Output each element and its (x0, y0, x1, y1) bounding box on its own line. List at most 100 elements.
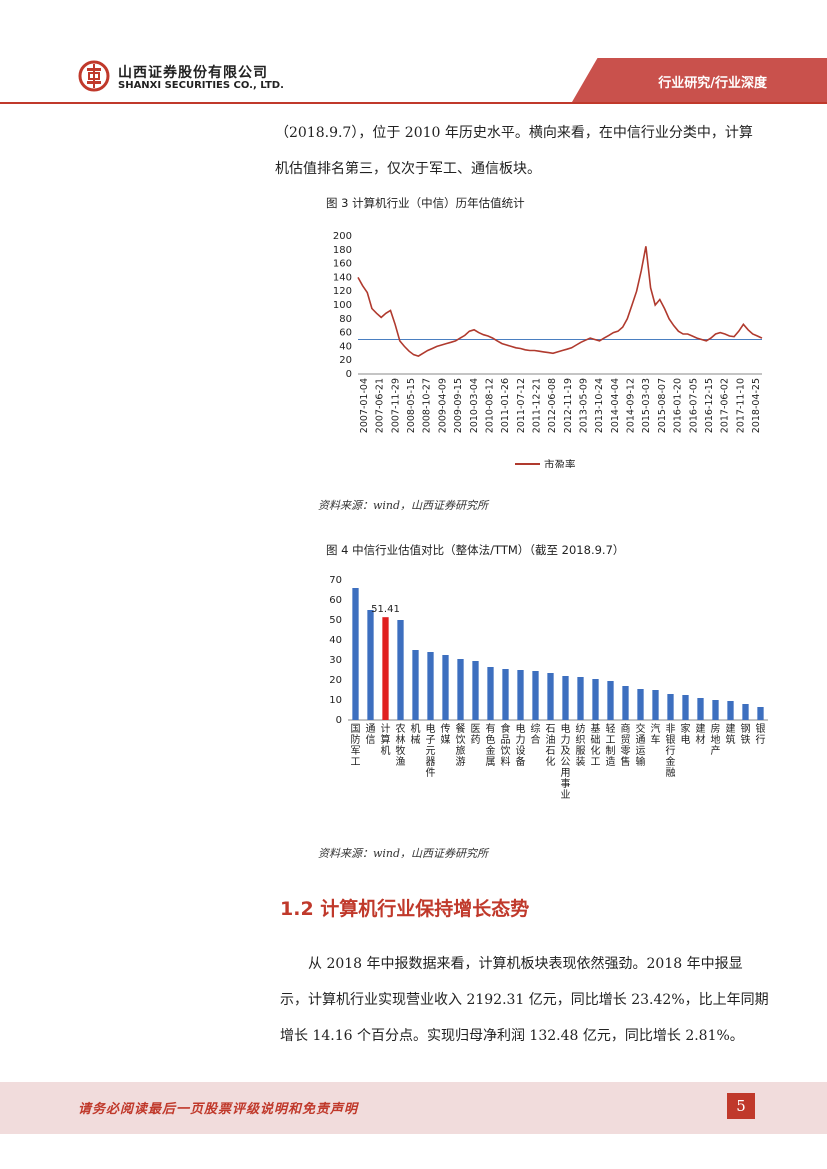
y-tick-label: 20 (329, 675, 342, 686)
x-tick-label: 2010-08-12 (484, 378, 495, 433)
category-label-char: 药 (471, 734, 481, 746)
category-label-char: 信 (366, 734, 376, 746)
data-label-computer: 51.41 (371, 604, 400, 615)
category-label-char: 输 (636, 755, 646, 768)
legend-label-pe: 市盈率 (544, 458, 576, 468)
company-logo-icon (78, 60, 110, 92)
bar-2 (382, 617, 389, 720)
y-tick-label: 200 (333, 231, 352, 242)
category-label-char: 织 (576, 734, 586, 746)
paragraph-intro: （2018.9.7），位于 2010 年历史水平。横向来看，在中信行业分类中，计… (275, 125, 753, 177)
bar-9 (487, 667, 494, 720)
bar-24 (712, 700, 719, 720)
x-tick-label: 2007-06-21 (375, 378, 386, 433)
x-tick-label: 2007-01-04 (359, 378, 370, 433)
y-tick-label: 20 (339, 355, 352, 366)
x-tick-label: 2011-07-12 (516, 378, 527, 433)
bar-22 (682, 695, 689, 720)
bar-13 (547, 673, 554, 720)
y-tick-label: 120 (333, 286, 352, 297)
y-tick-label: 50 (329, 615, 342, 626)
category-label-char: 传 (441, 723, 451, 735)
figure4-title: 图 4 中信行业估值对比（整体法/TTM）（截至 2018.9.7） (326, 543, 625, 557)
y-tick-label: 100 (333, 300, 352, 311)
category-label-char: 品 (501, 734, 511, 746)
y-tick-label: 140 (333, 272, 352, 283)
category-label-char: 家 (681, 722, 691, 735)
x-tick-label: 2015-03-03 (641, 378, 652, 433)
category-label-char: 机 (411, 722, 421, 735)
company-name-cn: 山西证券股份有限公司 (118, 65, 268, 81)
category-label-char: 行 (666, 744, 676, 757)
category-label-char: 银 (756, 722, 766, 735)
x-tick-label: 2017-06-02 (720, 378, 731, 433)
bar-11 (517, 670, 524, 720)
y-tick-label: 40 (339, 341, 352, 352)
x-tick-label: 2013-10-24 (594, 378, 605, 433)
category-label-char: 军 (351, 745, 361, 757)
y-tick-label: 40 (329, 635, 342, 646)
x-tick-label: 2007-11-29 (390, 378, 401, 433)
footer-disclaimer: 请务必阅读最后一页股票评级说明和免责声明 (78, 1102, 359, 1117)
category-label-char: 器 (426, 756, 436, 768)
bar-5 (427, 652, 434, 720)
category-label-char: 械 (411, 733, 421, 746)
category-label-char: 铁 (741, 733, 751, 746)
bar-3 (397, 620, 404, 720)
category-label-char: 设 (516, 745, 526, 757)
figure3-source: 资料来源：wind，山西证券研究所 (318, 499, 489, 512)
category-label-char: 有 (486, 722, 496, 735)
bar-10 (502, 669, 509, 720)
category-label-char: 商 (621, 722, 631, 735)
industry-pe-bar-chart: 010203040506070国防军工通信计算机农林牧渔机械电子元器件传媒餐饮旅… (329, 575, 768, 801)
category-label-char: 防 (351, 733, 361, 746)
category-label-char: 贸 (621, 734, 631, 746)
x-tick-label: 2009-04-09 (437, 378, 448, 433)
x-tick-label: 2009-09-15 (453, 378, 464, 433)
category-label-char: 通 (636, 734, 646, 746)
figure4-source: 资料来源：wind，山西证券研究所 (318, 847, 489, 860)
x-tick-label: 2015-08-07 (657, 378, 668, 433)
bar-15 (577, 677, 584, 720)
category-label-char: 公 (561, 757, 571, 768)
category-label-char: 合 (531, 733, 541, 746)
category-label-char: 融 (666, 767, 676, 779)
category-label-char: 装 (576, 755, 586, 768)
category-label-char: 农 (396, 722, 406, 735)
category-label-char: 渔 (396, 756, 406, 768)
category-label-char: 色 (486, 733, 496, 746)
bar-19 (637, 689, 644, 720)
y-tick-label: 160 (333, 259, 352, 270)
category-label-char: 建 (726, 722, 736, 735)
y-tick-label: 60 (339, 328, 352, 339)
category-label-char: 行 (756, 733, 766, 746)
bar-4 (412, 650, 419, 720)
paragraph-growth: 从 2018 年中报数据来看，计算机板块表现依然强劲。2018 年中报显示，计算… (280, 956, 769, 1044)
section-label: 行业研究/行业深度 (658, 76, 767, 91)
category-label-char: 服 (576, 745, 586, 757)
x-tick-label: 2012-11-19 (563, 378, 574, 433)
category-label-char: 电 (681, 733, 691, 746)
category-label-char: 制 (606, 744, 616, 757)
bar-0 (352, 588, 359, 720)
bar-21 (667, 694, 674, 720)
x-tick-label: 2016-12-15 (704, 378, 715, 433)
bar-18 (622, 686, 629, 720)
x-tick-label: 2017-11-10 (735, 378, 746, 433)
header-divider (0, 102, 827, 104)
category-label-char: 旅 (456, 744, 466, 757)
bar-27 (757, 707, 764, 720)
category-label-char: 运 (636, 745, 646, 757)
pe-history-line-chart: 0 20 40 60 80 100 120 140 160 180 200 2007-01-04 200… (333, 231, 763, 468)
x-tick-label: 2012-06-08 (547, 378, 558, 433)
category-label-char: 建 (696, 722, 706, 735)
category-label-char: 通 (366, 723, 376, 735)
category-label-char: 饮 (501, 744, 511, 757)
category-label-char: 食 (501, 722, 511, 735)
category-label-char: 地 (711, 733, 721, 746)
category-label-char: 及 (561, 745, 571, 757)
category-label-char: 工 (591, 757, 601, 768)
x-tick-label: 2016-07-05 (688, 378, 699, 433)
x-tick-label: 2008-05-15 (406, 378, 417, 433)
category-label-char: 钢 (741, 722, 751, 735)
